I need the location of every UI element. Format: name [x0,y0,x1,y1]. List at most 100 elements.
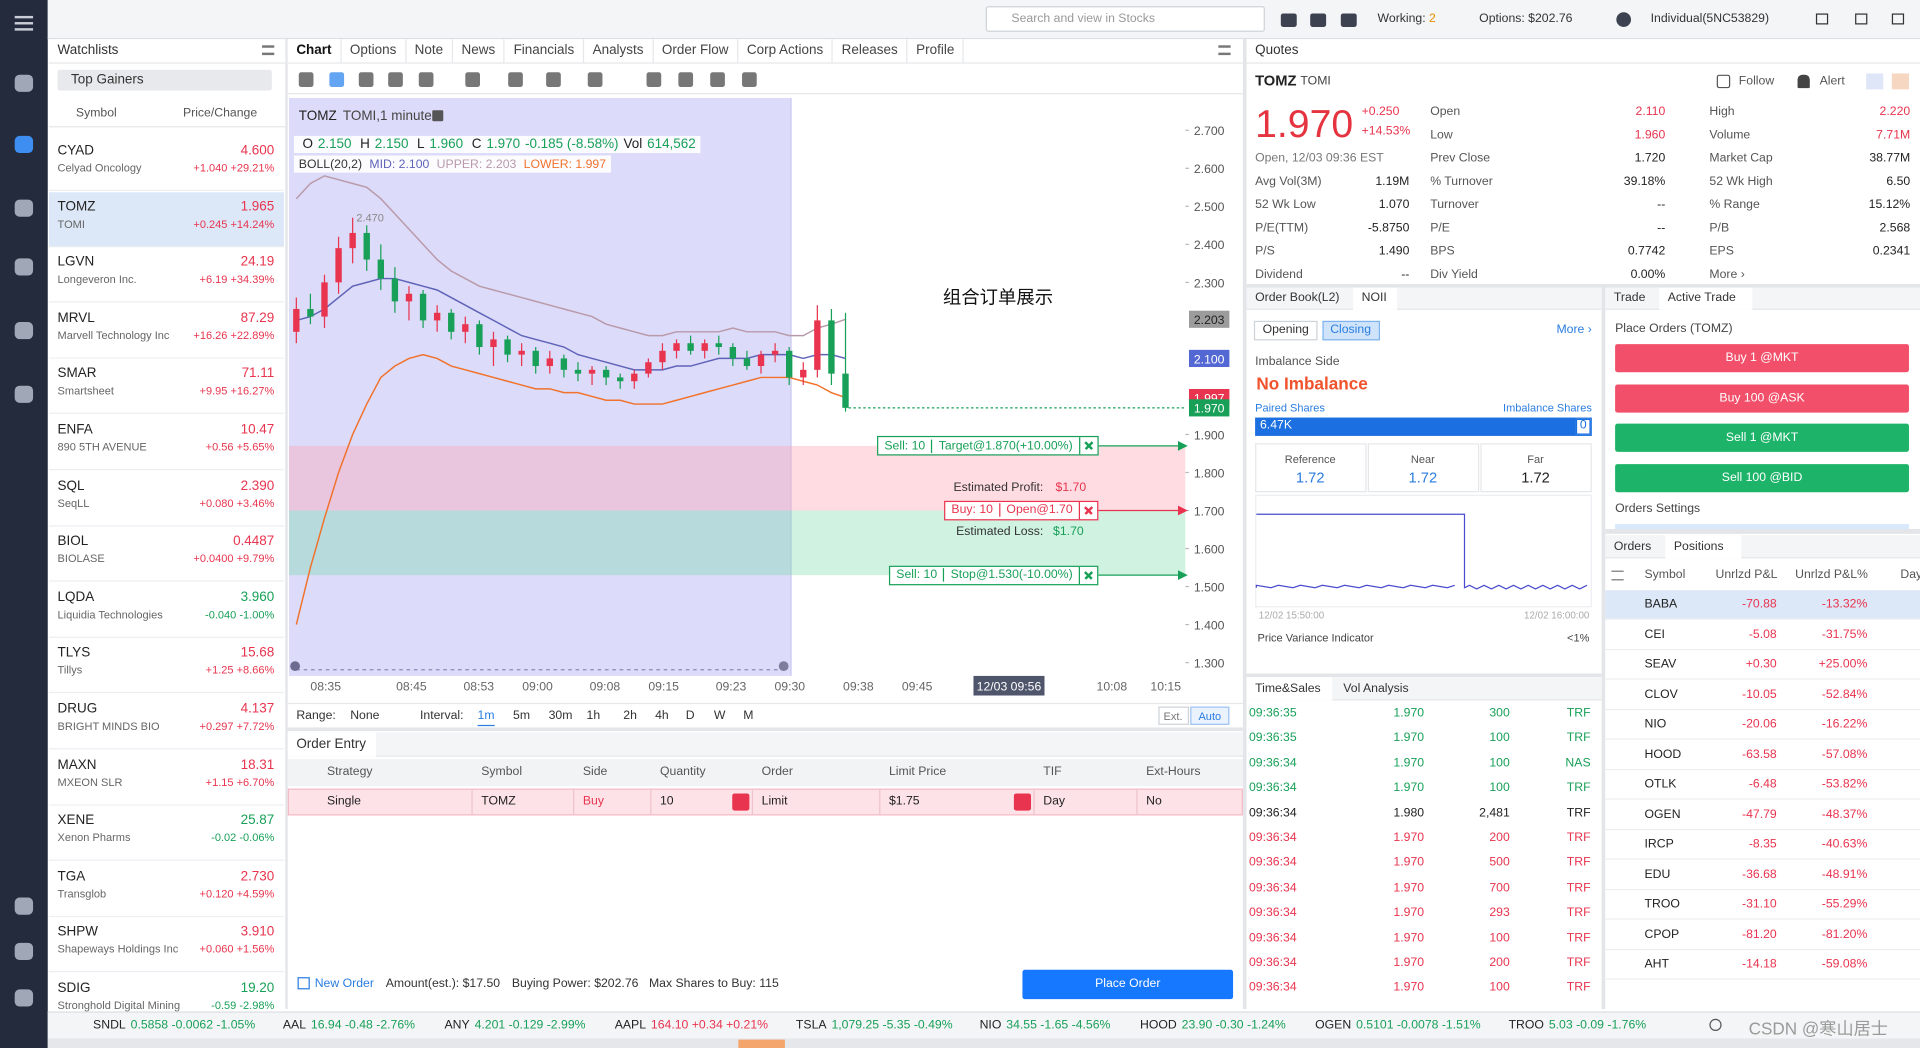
tab[interactable]: Options [341,39,407,63]
position-row[interactable] [1605,740,1920,770]
order-field[interactable]: $1.75 [888,794,920,809]
watchlist-row[interactable] [48,359,285,415]
order-field[interactable]: Single [326,794,361,809]
window-control[interactable] [1855,13,1868,25]
watchlist-row[interactable] [48,470,285,527]
watchlist-row[interactable] [48,638,285,694]
interval-option[interactable]: 1h [586,708,601,723]
chart-icon[interactable] [1891,73,1909,90]
position-row[interactable] [1605,710,1920,740]
field-icon[interactable] [732,793,750,811]
tool-icon[interactable] [329,72,345,87]
tool-icon[interactable] [546,72,561,87]
nav-icon[interactable] [14,322,34,340]
tab[interactable]: Profile [908,39,965,63]
watchlist-row[interactable] [48,582,285,638]
order-field[interactable]: Limit [761,794,788,809]
tab[interactable]: Quotes [1255,42,1299,58]
tab[interactable]: Orders [1613,540,1652,554]
position-row[interactable] [1605,650,1920,680]
position-row[interactable] [1605,950,1920,980]
search-box[interactable] [985,6,1265,32]
tool-icon[interactable] [358,72,374,87]
tool-icon[interactable] [742,72,757,87]
tool-icon[interactable] [388,72,403,87]
window-control[interactable] [1815,13,1829,25]
interval-option[interactable]: 2h [623,708,637,723]
cancel-order[interactable] [1078,566,1097,584]
toggle-button[interactable] [1253,320,1318,341]
tab[interactable]: NOII [1361,291,1387,305]
nav-icon[interactable] [14,385,34,403]
ticker-item[interactable]: TSLA 1,079.25 -5.35 -0.49% [796,1016,953,1033]
ticker-item[interactable]: ANY 4.201 -0.129 -2.99% [444,1016,585,1033]
tool-icon[interactable] [508,72,523,87]
position-row[interactable] [1605,800,1920,830]
quote-label[interactable]: More › [1709,268,1745,282]
order-field[interactable]: TOMZ [481,794,516,809]
order-field[interactable]: 10 [660,794,674,809]
position-row[interactable] [1605,890,1920,920]
interval-option[interactable]: M [743,708,754,723]
ticker-item[interactable]: NIO 34.55 -1.65 -4.56% [980,1016,1111,1033]
tab[interactable]: Financials [505,39,585,63]
trade-button[interactable] [1615,423,1909,452]
alert-button[interactable]: Alert [1819,74,1845,89]
watchlist-row[interactable] [48,805,285,862]
refresh-icon[interactable] [1709,1018,1722,1032]
label[interactable]: Options: $202.76 [1479,12,1573,26]
panel-menu[interactable] [1218,45,1231,56]
trade-button[interactable] [1615,384,1909,413]
position-row[interactable] [1605,620,1920,650]
place-order-button[interactable] [1022,969,1234,1000]
tab[interactable]: Trade [1613,291,1646,305]
ticker-item[interactable]: TROO 5.03 -0.09 -1.76% [1509,1016,1647,1033]
nav-icon[interactable] [14,258,34,276]
position-row[interactable] [1605,830,1920,860]
ticker-item[interactable]: OGEN 0.5101 -0.0078 -1.51% [1315,1016,1481,1033]
interval-option[interactable]: 5m [513,708,531,723]
panel-menu[interactable] [262,45,275,56]
tab[interactable]: Note [406,39,453,63]
ticker-item[interactable]: HOOD 23.90 -0.30 -1.24% [1140,1016,1286,1033]
nav-icon[interactable] [14,989,34,1007]
new-order-link[interactable]: New Order [314,977,374,991]
order-line-label[interactable]: Sell: 10 Target@1.870(+10.00%) [877,436,1099,456]
tab[interactable]: Time&Sales [1255,682,1321,696]
watchlist-row[interactable] [48,861,285,917]
watchlist-row[interactable] [48,526,285,582]
range-dropdown[interactable]: None [350,708,380,723]
auto-toggle[interactable] [1190,706,1230,725]
toolbar-icon[interactable] [1340,13,1357,27]
ticker-item[interactable]: AAL 16.94 -0.48 -2.76% [283,1016,415,1033]
window-control[interactable] [1891,13,1905,25]
interval-option[interactable]: W [713,708,726,723]
tab[interactable]: Vol Analysis [1343,682,1409,696]
tool-icon[interactable] [646,72,662,87]
ext-toggle[interactable] [1158,706,1189,725]
order-field[interactable]: No [1146,794,1162,809]
label[interactable]: Individual(5NC53829) [1650,12,1770,26]
position-row[interactable] [1605,680,1920,710]
tool-icon[interactable] [465,72,481,87]
position-row[interactable] [1605,920,1920,950]
cancel-order[interactable] [1078,437,1097,455]
order-line-label[interactable]: Sell: 10 Stop@1.530(-10.00%) [888,565,1099,585]
watchlist-row[interactable] [48,415,285,471]
tab[interactable]: Chart [287,39,342,63]
position-row[interactable] [1605,590,1920,620]
toggle-button-active[interactable] [1322,320,1381,341]
tab[interactable]: Analysts [584,39,654,63]
order-field[interactable]: Buy [582,794,604,809]
order-line-label[interactable]: Buy: 10 Open@1.70 [944,500,1099,521]
tool-icon[interactable] [298,72,314,87]
tool-icon[interactable] [678,72,694,87]
watchlist-row[interactable] [48,303,285,359]
watchlist-row[interactable] [48,135,285,192]
tab[interactable]: Positions [1673,540,1724,554]
toolbar-icon[interactable] [1280,13,1297,27]
more-link[interactable]: More › [1556,323,1592,337]
ticker-item[interactable]: SNDL 0.5858 -0.0062 -1.05% [93,1016,255,1033]
order-field[interactable]: Day [1043,794,1066,809]
tool-icon[interactable] [710,72,725,87]
